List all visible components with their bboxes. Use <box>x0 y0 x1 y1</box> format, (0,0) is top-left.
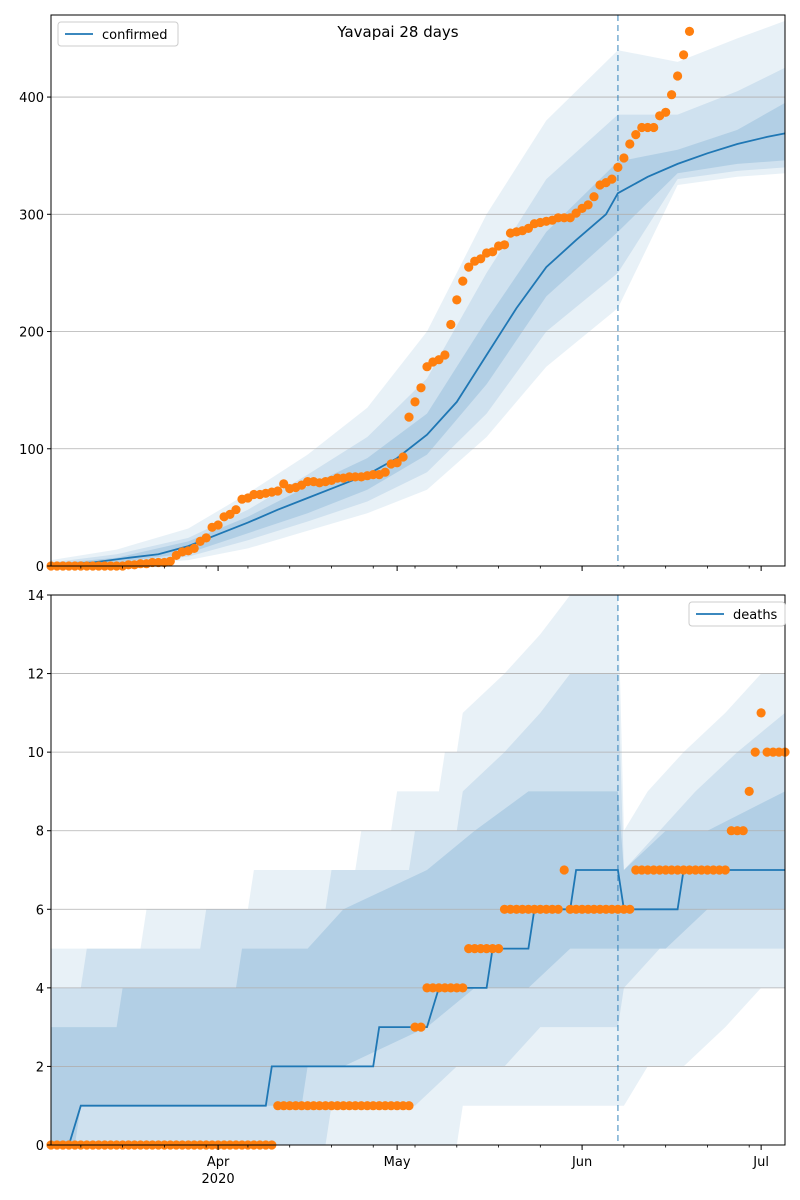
deaths-observed-point <box>416 1022 426 1032</box>
confirmed-observed-point <box>673 71 683 81</box>
deaths-observed-point <box>458 983 468 993</box>
deaths-observed-point <box>750 747 760 757</box>
deaths-observed-point <box>738 826 748 836</box>
confirmed-observed-point <box>476 254 486 264</box>
deaths-x-axis: Apr 2020 May Jun Jul <box>80 1145 769 1187</box>
confirmed-observed-point <box>583 200 593 210</box>
confirmed-panel: 0 100 200 300 400 confirmed <box>19 14 786 575</box>
x-tick-label-jul: Jul <box>752 1155 769 1170</box>
confirmed-y-tick-label: 400 <box>19 91 44 106</box>
confirmed-observed-point <box>231 505 241 515</box>
deaths-observed-point <box>720 865 730 875</box>
deaths-legend-box <box>688 601 786 627</box>
confirmed-observed-point <box>165 556 175 566</box>
confirmed-observed-point <box>380 467 390 477</box>
x-tick-label-jun: Jun <box>571 1155 592 1170</box>
confirmed-y-tick-label: 200 <box>19 326 44 341</box>
confirmed-legend: confirmed <box>57 21 179 47</box>
confirmed-observed-point <box>452 295 462 305</box>
confirmed-observed-point <box>410 397 420 407</box>
confirmed-observed-point <box>679 50 689 60</box>
deaths-model-series <box>51 869 785 1146</box>
confirmed-observed-point <box>649 122 659 133</box>
confirmed-observed-point <box>273 486 283 496</box>
deaths-y-tick-label: 4 <box>36 982 44 997</box>
confirmed-y-tick-label: 0 <box>36 560 44 575</box>
confirmed-observed-point <box>416 383 426 393</box>
confirmed-observed-point <box>667 90 677 100</box>
confirmed-axes-frame <box>50 14 786 567</box>
confirmed-observed-point <box>404 412 414 422</box>
confirmed-y-tick-label: 300 <box>19 208 44 223</box>
x-tick-sublabel-year: 2020 <box>202 1172 235 1187</box>
deaths-y-tick-label: 12 <box>27 668 44 683</box>
confirmed-axes-spines <box>50 14 786 567</box>
deaths-observed-point <box>756 708 766 718</box>
confirmed-observed-point <box>446 319 456 330</box>
confirmed-x-axis <box>80 566 762 571</box>
deaths-observed-point <box>553 904 563 914</box>
deaths-axes-frame <box>50 594 786 1146</box>
confirmed-band-mid <box>51 67 785 567</box>
confirmed-observed-point <box>631 130 641 140</box>
deaths-panel: 0 2 4 6 8 10 12 14 Apr 2020 May Jun Jul deaths <box>27 589 790 1187</box>
confirmed-y-axis: 0 100 200 300 400 <box>19 91 51 575</box>
confirmed-observed-point <box>440 350 450 360</box>
confirmed-observed-point <box>189 543 199 554</box>
confirmed-legend-label: confirmed <box>102 28 168 43</box>
confirmed-observed-point <box>684 26 695 36</box>
deaths-y-tick-label: 6 <box>36 903 44 918</box>
deaths-model-line <box>51 869 785 1146</box>
deaths-y-axis: 0 2 4 6 8 10 12 14 <box>27 589 51 1154</box>
confirmed-observed-point <box>392 458 402 468</box>
deaths-y-tick-label: 14 <box>27 589 44 604</box>
deaths-axes-spines <box>50 594 786 1146</box>
chart-title: Yavapai 28 days <box>336 23 458 41</box>
confirmed-observed-point <box>661 107 671 117</box>
deaths-observed-point <box>404 1101 414 1111</box>
deaths-observed-point <box>559 865 569 875</box>
confirmed-observed-point <box>213 520 223 530</box>
deaths-y-tick-label: 10 <box>27 746 44 761</box>
confirmed-observed-point <box>488 247 498 257</box>
confirmed-observed-point <box>607 174 617 184</box>
x-tick-label-may: May <box>384 1155 411 1170</box>
x-tick-label-apr: Apr <box>207 1155 230 1170</box>
confirmed-observed-point <box>619 153 629 163</box>
confirmed-band-outer <box>51 20 785 566</box>
deaths-y-tick-label: 2 <box>36 1060 44 1075</box>
deaths-legend: deaths <box>688 601 786 627</box>
confirmed-observed-point <box>613 162 623 172</box>
confirmed-observed-point <box>499 240 510 250</box>
confirmed-observed-point <box>589 192 599 202</box>
deaths-observed-point <box>744 786 754 797</box>
deaths-y-tick-label: 8 <box>36 825 44 840</box>
deaths-observed-points <box>46 708 790 1150</box>
deaths-legend-label: deaths <box>733 608 778 623</box>
deaths-observed-point <box>625 904 635 914</box>
confirmed-observed-point <box>201 533 211 543</box>
confirmed-observed-point <box>625 139 635 149</box>
deaths-band-inner <box>51 791 785 1145</box>
confirmed-observed-point <box>464 262 474 272</box>
confirmed-y-tick-label: 100 <box>19 443 44 458</box>
confirmed-observed-point <box>458 276 468 286</box>
deaths-observed-point <box>494 944 504 954</box>
confirmed-legend-box <box>57 21 179 47</box>
deaths-band-outer <box>51 595 785 1145</box>
deaths-y-tick-label: 0 <box>36 1139 44 1154</box>
confirmed-observed-point <box>398 452 408 462</box>
